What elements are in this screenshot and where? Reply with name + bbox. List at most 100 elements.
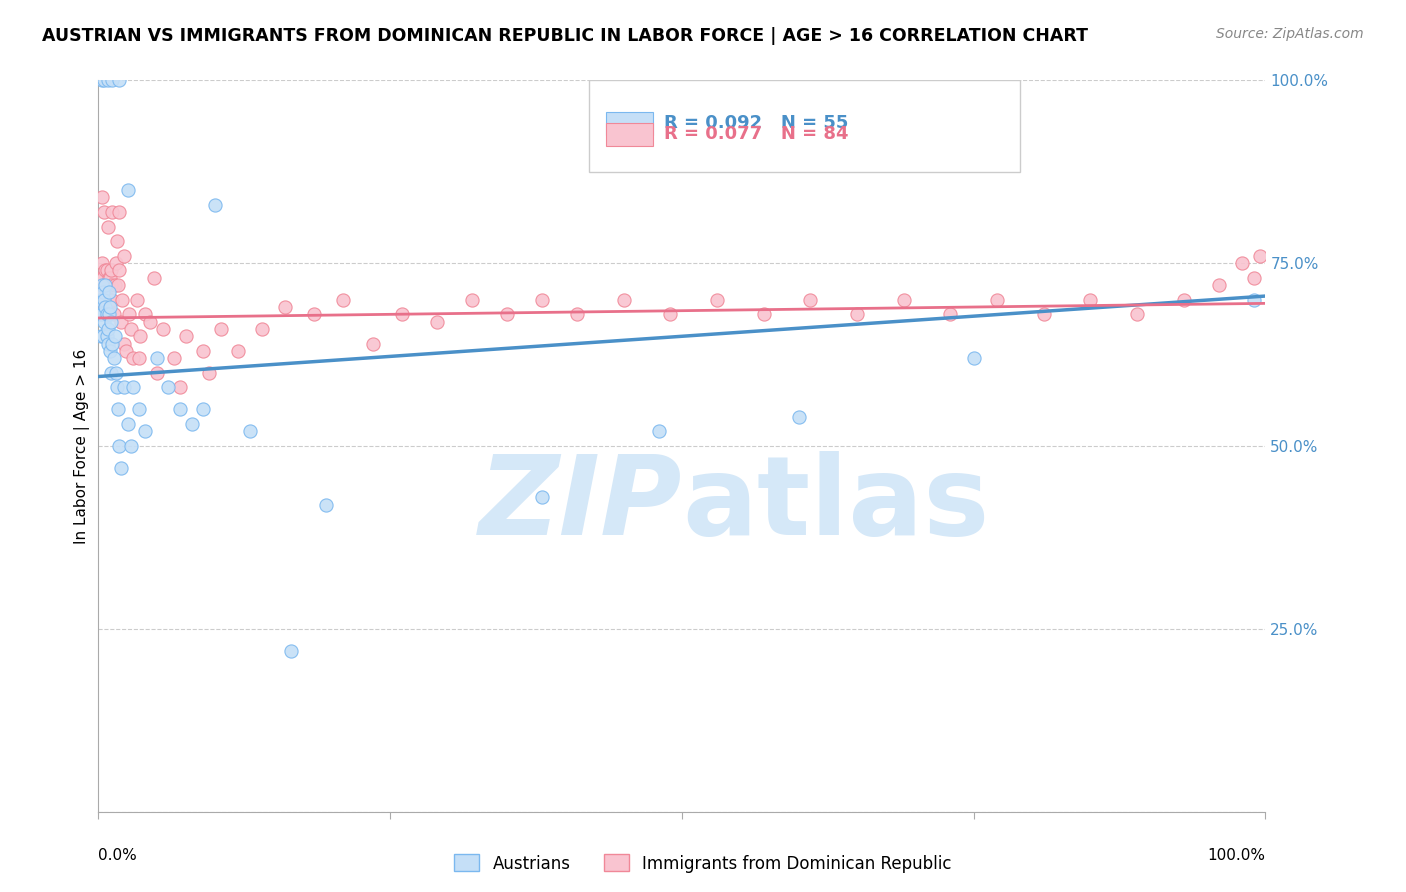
- Point: [112, 336, 135, 351]
- Point: [96, 263, 118, 277]
- Point: [110, 461, 132, 475]
- Point: [96, 293, 118, 307]
- Point: [90, 278, 112, 293]
- Point: [163, 351, 186, 366]
- Legend: Austrians, Immigrants from Dominican Republic: Austrians, Immigrants from Dominican Rep…: [447, 847, 959, 880]
- Point: [120, 322, 142, 336]
- Point: [204, 197, 226, 211]
- Point: [98, 270, 121, 285]
- FancyBboxPatch shape: [589, 80, 1021, 171]
- Point: [706, 293, 728, 307]
- Point: [1243, 270, 1265, 285]
- Point: [209, 322, 232, 336]
- Point: [94, 300, 117, 314]
- Point: [134, 425, 156, 439]
- Point: [332, 293, 354, 307]
- Point: [1032, 307, 1054, 321]
- Point: [97, 73, 120, 87]
- Point: [304, 307, 326, 321]
- Point: [112, 380, 135, 394]
- Point: [152, 322, 174, 336]
- Point: [787, 409, 810, 424]
- Point: [100, 278, 122, 293]
- Point: [1126, 307, 1149, 321]
- Point: [193, 343, 215, 358]
- Point: [1173, 293, 1195, 307]
- Point: [104, 366, 127, 380]
- Text: 0.0%: 0.0%: [98, 848, 138, 863]
- Point: [799, 293, 821, 307]
- Point: [104, 329, 127, 343]
- Point: [110, 315, 132, 329]
- FancyBboxPatch shape: [606, 112, 652, 136]
- Text: ZIP: ZIP: [478, 451, 682, 558]
- Point: [659, 307, 682, 321]
- Point: [962, 351, 984, 366]
- Point: [100, 366, 122, 380]
- Point: [97, 278, 120, 293]
- Point: [91, 285, 114, 300]
- Point: [91, 285, 114, 300]
- Point: [90, 190, 112, 204]
- Point: [180, 417, 202, 431]
- Point: [530, 293, 553, 307]
- Point: [198, 366, 221, 380]
- Point: [125, 293, 148, 307]
- Point: [157, 380, 180, 394]
- Point: [105, 380, 128, 394]
- Point: [108, 73, 131, 87]
- Point: [93, 315, 115, 329]
- Point: [117, 417, 139, 431]
- Point: [91, 270, 114, 285]
- Point: [1208, 278, 1230, 293]
- Point: [280, 644, 302, 658]
- Point: [530, 490, 553, 504]
- Point: [108, 205, 131, 219]
- Point: [752, 307, 775, 321]
- Point: [107, 278, 129, 293]
- Point: [122, 380, 145, 394]
- Point: [97, 293, 120, 307]
- Point: [108, 263, 131, 277]
- Point: [90, 270, 112, 285]
- Point: [97, 219, 120, 234]
- Point: [939, 307, 962, 321]
- Point: [96, 329, 118, 343]
- Point: [122, 351, 145, 366]
- Point: [97, 285, 120, 300]
- Point: [90, 256, 112, 270]
- Point: [97, 336, 120, 351]
- Point: [89, 293, 111, 307]
- Point: [101, 205, 124, 219]
- Point: [986, 293, 1008, 307]
- Y-axis label: In Labor Force | Age > 16: In Labor Force | Age > 16: [75, 349, 90, 543]
- Point: [97, 322, 120, 336]
- Point: [98, 293, 121, 307]
- Point: [107, 402, 129, 417]
- Point: [169, 380, 191, 394]
- Point: [613, 293, 636, 307]
- Point: [112, 249, 135, 263]
- Point: [274, 300, 297, 314]
- Point: [893, 293, 915, 307]
- Point: [103, 351, 125, 366]
- Point: [89, 307, 111, 321]
- Point: [565, 307, 588, 321]
- Point: [90, 293, 112, 307]
- Text: Source: ZipAtlas.com: Source: ZipAtlas.com: [1216, 27, 1364, 41]
- Point: [1080, 293, 1102, 307]
- Point: [104, 278, 127, 293]
- Point: [90, 270, 112, 285]
- Point: [496, 307, 519, 321]
- Point: [111, 293, 134, 307]
- Point: [97, 270, 120, 285]
- Point: [120, 439, 142, 453]
- Point: [228, 343, 250, 358]
- Point: [391, 307, 413, 321]
- Point: [93, 293, 115, 307]
- Point: [1230, 256, 1253, 270]
- Point: [193, 402, 215, 417]
- Point: [90, 285, 112, 300]
- Point: [128, 351, 150, 366]
- Point: [1249, 249, 1271, 263]
